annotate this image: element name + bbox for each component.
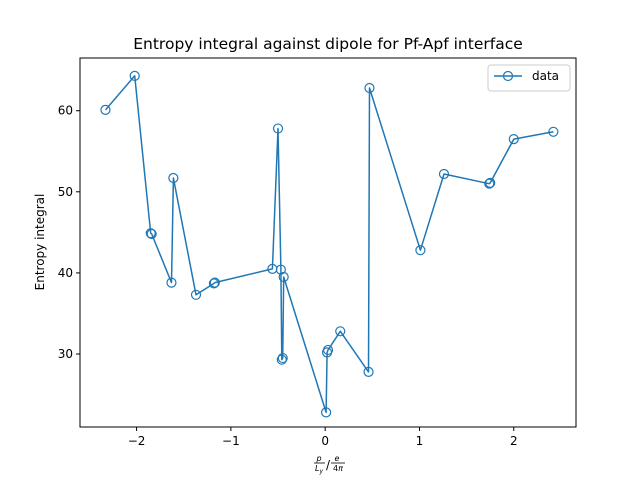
- data-point: [278, 271, 289, 283]
- data-point: [100, 104, 111, 116]
- y-tick-label: 40: [58, 266, 73, 280]
- plot-area: −2 −1 0 1 2 30 40 50 60: [58, 57, 577, 448]
- data-point: [275, 264, 286, 275]
- legend-marker: [502, 70, 514, 82]
- data-point: [272, 123, 284, 134]
- x-tick-label: 2: [510, 434, 518, 448]
- plot-frame: [79, 57, 577, 428]
- series-layer: [100, 70, 559, 418]
- legend-label: data: [532, 69, 559, 83]
- y-axis-label: Entropy integral: [33, 194, 47, 291]
- series-line: [104, 75, 554, 414]
- y-axis: 30 40 50 60: [58, 104, 80, 361]
- data-point: [168, 172, 179, 184]
- data-point: [190, 289, 202, 300]
- x-tick-label: 0: [321, 434, 329, 448]
- x-axis-label-ly: Ly: [315, 464, 323, 475]
- legend: data: [487, 64, 571, 92]
- x-axis-label-p: p: [315, 454, 321, 463]
- x-tick-label: 1: [416, 434, 424, 448]
- data-point: [335, 326, 346, 337]
- data-point: [438, 168, 450, 180]
- chart-title: Entropy integral against dipole for Pf-A…: [133, 35, 523, 53]
- x-axis: −2 −1 0 1 2: [128, 427, 518, 448]
- data-point: [208, 278, 220, 289]
- data-point: [484, 178, 495, 189]
- x-axis-label-e: e: [335, 454, 340, 463]
- x-tick-label: −2: [128, 434, 146, 448]
- data-point: [548, 126, 559, 137]
- data-point: [485, 177, 496, 188]
- data-point: [508, 133, 519, 145]
- data-point: [145, 228, 156, 239]
- x-axis-label-slash: /: [326, 458, 331, 472]
- data-point: [364, 82, 375, 94]
- y-tick-label: 60: [58, 104, 73, 118]
- data-point: [277, 352, 288, 364]
- x-axis-label: p Ly / e 4π: [314, 454, 345, 475]
- y-tick-label: 30: [58, 347, 73, 361]
- data-point: [209, 277, 220, 288]
- x-axis-label-4pi: 4π: [333, 464, 343, 473]
- data-point: [322, 344, 334, 356]
- x-tick-label: −1: [222, 434, 240, 448]
- data-point: [321, 407, 332, 418]
- data-point: [363, 366, 374, 377]
- data-point: [415, 245, 426, 256]
- y-tick-label: 50: [58, 185, 73, 199]
- data-point: [166, 277, 177, 288]
- data-point: [146, 228, 157, 240]
- data-point: [276, 354, 287, 365]
- data-point: [129, 70, 140, 81]
